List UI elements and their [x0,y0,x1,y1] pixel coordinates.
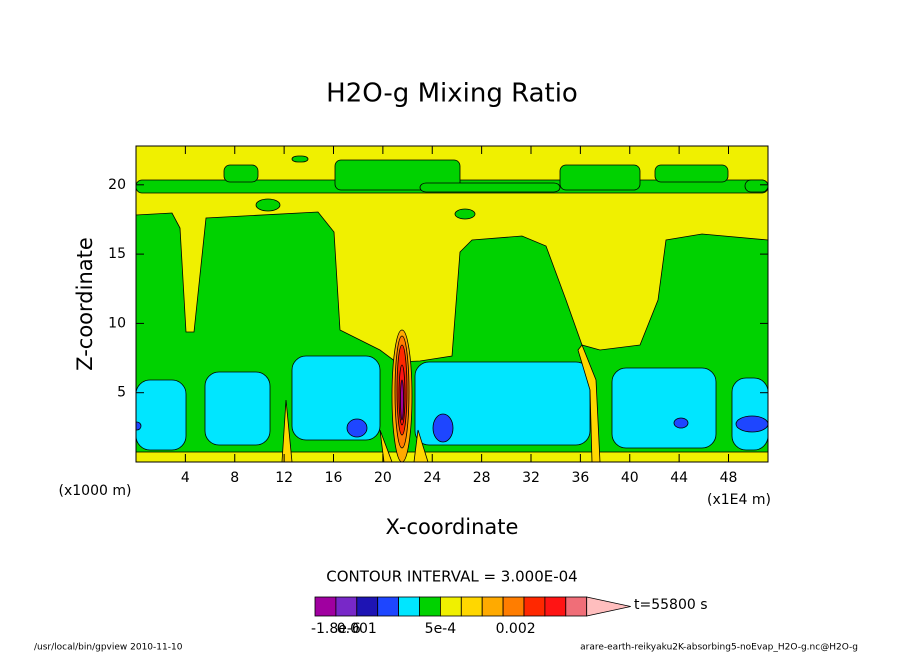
colorbar-box [419,596,441,617]
x-unit: (x1E4 m) [707,492,771,508]
field-region [136,451,768,462]
field-region [654,164,729,183]
field-region [577,344,601,462]
field-region [611,367,717,449]
plot-frame [135,145,769,463]
x-axis-label: X-coordinate [386,515,519,539]
colorbar-box [335,596,358,617]
field-region [255,198,281,212]
x-tick-label: 24 [423,470,441,486]
field-region [346,418,368,438]
colorbar-box [481,596,504,617]
field-region [731,377,768,451]
x-tick-label: 4 [181,470,190,486]
x-tick-label: 28 [473,470,491,486]
field-region [223,164,259,183]
y-tick-label: 5 [117,385,126,401]
field-region [136,421,142,431]
colorbar-arrow [586,596,631,617]
colorbar-box [439,596,462,617]
x-tick-label: 20 [374,470,392,486]
field-region [400,379,404,421]
field [136,146,768,462]
colorbar-box [523,596,546,617]
field-region [673,417,689,429]
y-tick-label: 15 [108,246,126,262]
footer-right: arare-earth-reikyaku2K-absorbing5-noEvap… [580,643,858,653]
field-region [559,164,641,191]
colorbar-label: -1.8e-6 [311,621,361,637]
time-label: t=55800 s [634,597,708,613]
colorbar-box [314,596,337,617]
colorbar-box [356,596,379,617]
field-region [454,208,476,220]
field-region [432,413,454,443]
field-region [419,182,561,193]
x-tick-label: 12 [275,470,293,486]
chart-title: H2O-g Mixing Ratio [326,79,578,109]
y-axis-label: Z-coordinate [73,237,97,371]
x-tick-label: 36 [571,470,589,486]
field-region [334,159,461,191]
colorbar-label: 0.002 [496,621,536,637]
colorbar-label: 5e-4 [425,621,457,637]
colorbar-box [398,596,420,617]
field-region [291,155,309,163]
x-tick-label: 48 [720,470,738,486]
colorbar-box [502,596,525,617]
field-region [136,379,187,451]
field-region [744,179,768,193]
field-region [204,371,271,446]
x-tick-label: 16 [325,470,343,486]
x-tick-label: 8 [230,470,239,486]
colorbar-label: 0.001 [337,621,377,637]
footer-left: /usr/local/bin/gpview 2010-11-10 [34,643,183,653]
y-tick-label: 10 [108,315,126,331]
colorbar-box [544,596,567,617]
y-tick-label: 20 [108,177,126,193]
colorbar-box [565,596,588,617]
field-region [735,415,768,433]
contour-interval: CONTOUR INTERVAL = 3.000E-04 [326,568,577,586]
y-unit: (x1000 m) [59,483,132,499]
x-tick-label: 44 [670,470,688,486]
field-region [281,399,429,462]
colorbar-box [377,596,400,617]
x-tick-label: 40 [621,470,639,486]
x-tick-label: 32 [522,470,540,486]
colorbar-box [460,596,483,617]
